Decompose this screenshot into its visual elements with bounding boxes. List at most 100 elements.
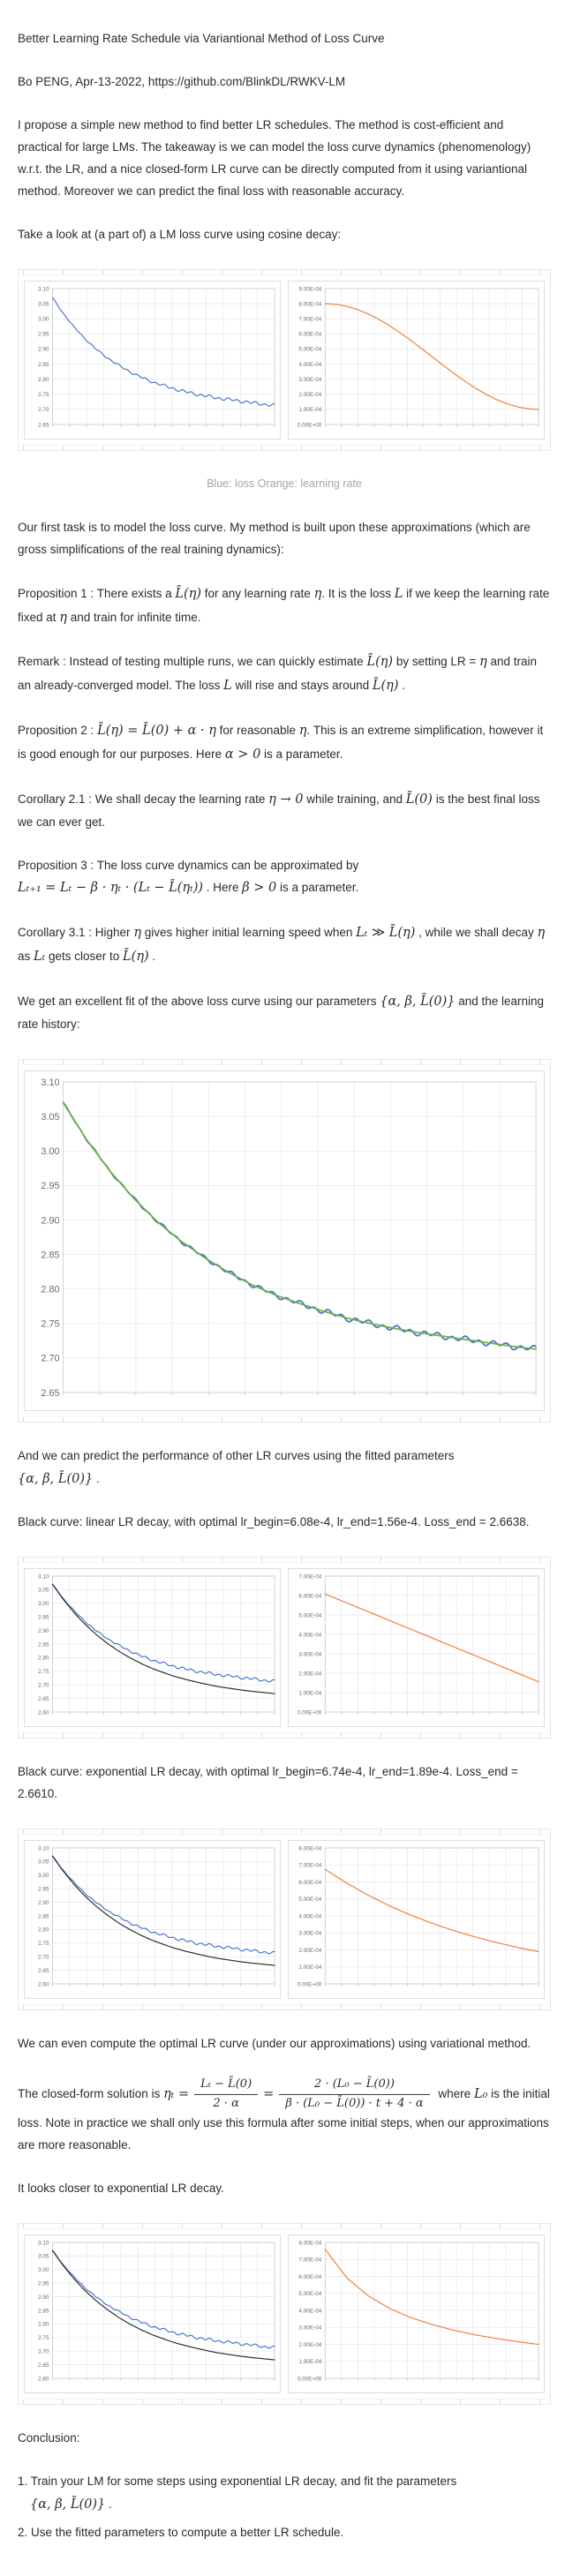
exponential-lr-chart: 8.00E-04 7.00E-04 6.00E-04 5.00E-04 4.00E-04… (298, 1846, 539, 1988)
svg-text:6.00E-04: 6.00E-04 (298, 2274, 321, 2280)
figure-linear-decay: 3.10 3.05 3.00 2.95 2.90 2.85 2.80 2.75 2.70 2.65… (18, 1557, 551, 1739)
svg-text:3.10: 3.10 (38, 1846, 49, 1852)
svg-text:2.90: 2.90 (38, 1900, 49, 1906)
svg-text:3.05: 3.05 (38, 301, 49, 307)
svg-text:3.00: 3.00 (38, 316, 49, 322)
svg-text:5.00E-04: 5.00E-04 (298, 346, 321, 352)
svg-text:3.10: 3.10 (38, 2240, 49, 2246)
corollary-2-1: Corollary 2.1 : We shall decay the learn… (18, 792, 540, 829)
svg-text:3.00E-04: 3.00E-04 (298, 377, 321, 383)
svg-text:3.00: 3.00 (41, 1146, 59, 1157)
axis-ticks-strip (23, 1558, 546, 1564)
svg-text:5.00E-04: 5.00E-04 (298, 2291, 321, 2297)
axis-ticks-strip (23, 269, 546, 275)
svg-text:2.80: 2.80 (38, 377, 49, 383)
svg-text:2.00E-04: 2.00E-04 (298, 1671, 321, 1678)
svg-text:2.70: 2.70 (41, 1353, 59, 1363)
svg-text:8.00E-04: 8.00E-04 (298, 1846, 321, 1852)
axis-ticks-strip (23, 444, 546, 450)
svg-text:0.00E+00: 0.00E+00 (298, 422, 322, 428)
svg-text:4.00E-04: 4.00E-04 (298, 1633, 321, 1639)
loss-chart-panel: 3.10 3.05 3.00 2.95 2.90 2.85 2.80 2.75 2.70 2.65… (24, 2234, 281, 2393)
svg-text:2.85: 2.85 (38, 1642, 49, 1648)
closer-paragraph: It looks closer to exponential LR decay. (18, 2181, 224, 2195)
svg-text:2.90: 2.90 (38, 1628, 49, 1634)
linear-result-paragraph: Black curve: linear LR decay, with optim… (18, 1515, 530, 1529)
proposition-3: Proposition 3 : The loss curve dynamics … (18, 858, 359, 896)
svg-text:1.00E-04: 1.00E-04 (298, 407, 321, 413)
first-task-paragraph: Our first task is to model the loss curv… (18, 520, 531, 556)
svg-text:2.65: 2.65 (38, 422, 49, 428)
figure-exponential-decay: 3.10 3.05 3.00 2.95 2.90 2.85 2.80 2.75 2.70 2.65… (18, 1829, 551, 2011)
proposition-1: Proposition 1 : There exists a L̄(η) for… (18, 586, 550, 625)
axis-ticks-strip (23, 1732, 546, 1739)
svg-text:0.00E+00: 0.00E+00 (298, 1982, 322, 1988)
svg-text:2.00E-04: 2.00E-04 (298, 1948, 321, 1954)
svg-text:2.60: 2.60 (38, 1982, 49, 1988)
axis-ticks-strip (23, 2223, 546, 2229)
conclusion-item-1: 1. Train your LM for some steps using ex… (18, 2474, 457, 2512)
svg-text:2.85: 2.85 (38, 362, 49, 368)
svg-text:5.00E-04: 5.00E-04 (298, 1613, 321, 1619)
svg-text:7.00E-04: 7.00E-04 (298, 2257, 321, 2263)
svg-text:2.75: 2.75 (38, 1941, 49, 1947)
svg-text:2.90: 2.90 (38, 346, 49, 352)
svg-text:4.00E-04: 4.00E-04 (298, 2308, 321, 2314)
svg-text:3.10: 3.10 (38, 286, 49, 292)
conclusion-heading: Conclusion: (18, 2430, 80, 2445)
svg-text:7.00E-04: 7.00E-04 (298, 1863, 321, 1869)
svg-text:8.00E-04: 8.00E-04 (298, 2240, 321, 2246)
axis-ticks-strip (23, 2398, 546, 2404)
svg-text:7.00E-04: 7.00E-04 (298, 1574, 321, 1581)
svg-text:2.80: 2.80 (38, 1927, 49, 1934)
svg-text:2.65: 2.65 (41, 1387, 59, 1398)
svg-text:2.65: 2.65 (38, 2362, 49, 2369)
svg-text:2.80: 2.80 (41, 1284, 59, 1295)
exp-result-paragraph: Black curve: exponential LR decay, with … (18, 1765, 518, 1801)
svg-text:2.90: 2.90 (41, 1215, 59, 1226)
loss-chart: 3.10 3.05 3.00 2.95 2.90 2.85 2.80 2.75 2.70 2.65 (38, 286, 275, 428)
loss-vs-prediction-chart: 3.10 3.05 3.00 2.95 2.90 2.85 2.80 2.75 2.70 2.65… (38, 2240, 275, 2382)
loss-chart-panel: 3.10 3.05 3.00 2.95 2.90 2.85 2.80 2.75 2.70 2.65 (24, 280, 281, 439)
svg-text:2.65: 2.65 (38, 1696, 49, 1702)
axis-ticks-strip (23, 2004, 546, 2010)
svg-text:2.85: 2.85 (38, 2308, 49, 2314)
loss-vs-prediction-chart: 3.10 3.05 3.00 2.95 2.90 2.85 2.80 2.75 2.70 2.65… (38, 1846, 275, 1988)
svg-text:2.85: 2.85 (38, 1914, 49, 1920)
svg-text:6.00E-04: 6.00E-04 (298, 1594, 321, 1600)
svg-text:3.00: 3.00 (38, 2267, 49, 2273)
svg-text:1.00E-04: 1.00E-04 (298, 2359, 321, 2365)
loss-fit-chart: 3.10 3.05 3.00 2.95 2.90 2.85 2.80 2.75 2.70 2.65 (41, 1077, 537, 1399)
svg-text:3.00E-04: 3.00E-04 (298, 1652, 321, 1658)
lr-chart-panel: 8.00E-04 7.00E-04 6.00E-04 5.00E-04 4.00E-04… (288, 2234, 545, 2393)
figure-caption: Blue: loss Orange: learning rate (207, 477, 362, 490)
svg-text:2.60: 2.60 (38, 2376, 49, 2382)
svg-text:2.00E-04: 2.00E-04 (298, 2342, 321, 2348)
figure-cosine-decay: 3.10 3.05 3.00 2.95 2.90 2.85 2.80 2.75 2.70 2.65… (18, 268, 551, 451)
svg-text:3.05: 3.05 (38, 1859, 49, 1866)
learning-rate-chart: 9.00E-04 8.00E-04 7.00E-04 6.00E-04 5.00E-04… (298, 286, 539, 428)
svg-text:6.00E-04: 6.00E-04 (298, 1880, 321, 1886)
svg-text:2.95: 2.95 (41, 1181, 59, 1191)
svg-text:6.00E-04: 6.00E-04 (298, 331, 321, 337)
svg-text:0.00E+00: 0.00E+00 (298, 1710, 322, 1716)
take-a-look-paragraph: Take a look at (a part of) a LM loss cur… (18, 227, 342, 241)
fit-paragraph: We get an excellent fit of the above los… (18, 994, 545, 1031)
svg-text:8.00E-04: 8.00E-04 (298, 301, 321, 307)
svg-text:2.90: 2.90 (38, 2294, 49, 2301)
axis-ticks-strip (23, 1059, 546, 1065)
svg-text:2.60: 2.60 (38, 1710, 49, 1716)
svg-text:2.70: 2.70 (38, 1683, 49, 1689)
byline: Bo PENG, Apr-13-2022, https://github.com… (18, 74, 346, 88)
svg-text:4.00E-04: 4.00E-04 (298, 362, 321, 368)
svg-text:3.00: 3.00 (38, 1601, 49, 1607)
svg-text:2.80: 2.80 (38, 2322, 49, 2328)
svg-text:2.00E-04: 2.00E-04 (298, 392, 321, 398)
svg-text:2.80: 2.80 (38, 1656, 49, 1662)
lr-chart-panel: 8.00E-04 7.00E-04 6.00E-04 5.00E-04 4.00E-04… (288, 1840, 545, 2000)
svg-text:2.85: 2.85 (41, 1250, 59, 1260)
svg-text:2.70: 2.70 (38, 1955, 49, 1961)
remark: Remark : Instead of testing multiple run… (18, 655, 537, 694)
svg-text:2.75: 2.75 (41, 1318, 59, 1329)
page-title: Better Learning Rate Schedule via Varian… (18, 32, 385, 45)
